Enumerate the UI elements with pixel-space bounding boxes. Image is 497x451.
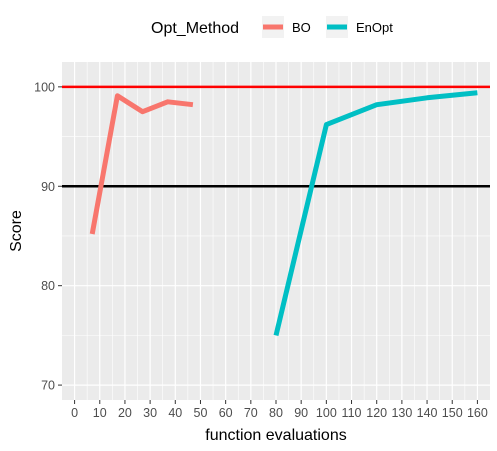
x-tick-label: 120 — [366, 406, 387, 420]
y-axis: 70 80 90 100 — [34, 80, 62, 393]
series-line-bo — [89, 93, 194, 235]
legend-label-enopt: EnOpt — [356, 20, 393, 35]
x-tick-label: 60 — [219, 406, 233, 420]
x-axis-title: function evaluations — [205, 427, 346, 444]
x-tick-label: 40 — [168, 406, 182, 420]
reference-lines — [62, 85, 490, 188]
legend-items: BO EnOpt — [262, 16, 393, 38]
x-tick-label: 130 — [391, 406, 412, 420]
x-tick-label: 100 — [316, 406, 337, 420]
x-tick-label: 30 — [143, 406, 157, 420]
y-tick-label: 100 — [34, 80, 55, 94]
y-axis-title: Score — [8, 210, 25, 252]
x-tick-label: 140 — [417, 406, 438, 420]
x-tick-label: 70 — [244, 406, 258, 420]
y-tick-label: 70 — [41, 379, 55, 393]
x-tick-label: 90 — [294, 406, 308, 420]
series-line-enopt — [273, 90, 478, 336]
y-tick-label: 80 — [41, 279, 55, 293]
x-tick-label: 50 — [194, 406, 208, 420]
x-tick-label: 20 — [118, 406, 132, 420]
x-tick-label: 0 — [71, 406, 78, 420]
x-axis: 0 10 20 30 40 50 60 70 80 90 100 110 120 130 140 150 160 — [71, 400, 488, 420]
x-tick-label: 10 — [93, 406, 107, 420]
y-tick-label: 90 — [41, 180, 55, 194]
x-tick-label: 150 — [442, 406, 463, 420]
x-tick-label: 80 — [269, 406, 283, 420]
data-series — [89, 90, 478, 336]
legend: Opt_Method BO EnOpt — [151, 16, 393, 38]
legend-title: Opt_Method — [151, 20, 239, 37]
x-tick-label: 160 — [467, 406, 488, 420]
x-tick-label: 110 — [342, 406, 362, 420]
legend-label-bo: BO — [292, 20, 311, 35]
